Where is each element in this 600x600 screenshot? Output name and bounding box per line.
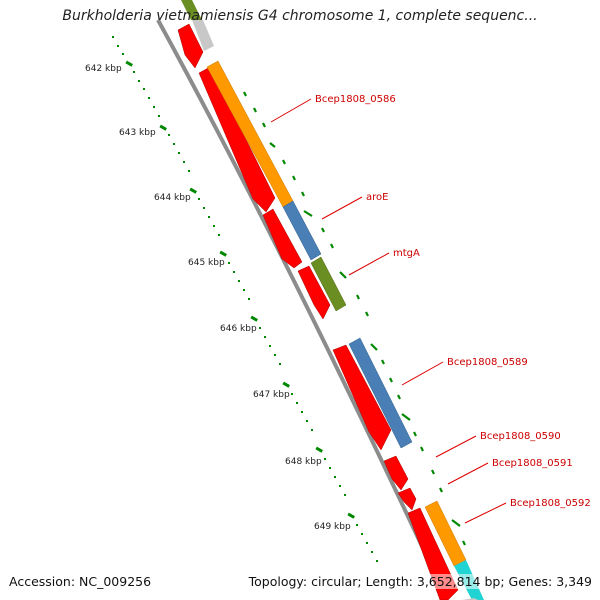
gene-label[interactable]: aroE [366, 192, 388, 203]
scale-label: 648 kbp [285, 457, 322, 467]
scale-labels: 642 kbp 643 kbp 644 kbp 645 kbp 646 kbp … [85, 64, 351, 532]
scale-tick-track [112, 36, 378, 562]
gene-block-gray [192, 20, 214, 51]
gene-label[interactable]: Bcep1808_0591 [492, 458, 573, 469]
scale-label: 646 kbp [220, 324, 257, 334]
gene-arrow [397, 487, 417, 511]
gene-block-green [310, 256, 347, 312]
topology-info: Topology: circular; Length: 3,652,814 bp… [248, 574, 592, 589]
gene-label[interactable]: Bcep1808_0589 [447, 357, 528, 368]
scale-label: 649 kbp [314, 522, 351, 532]
gene-block-blue [348, 337, 413, 449]
gene-arrow [198, 66, 276, 213]
forward-strand-genes [181, 0, 484, 600]
scale-label: 647 kbp [253, 390, 290, 400]
gene-arrow [262, 208, 303, 269]
gene-label[interactable]: Bcep1808_0586 [315, 94, 396, 105]
gene-label[interactable]: Bcep1808_0590 [480, 431, 561, 442]
scale-label: 642 kbp [85, 64, 122, 74]
gene-block-blue [282, 200, 322, 261]
gene-name-labels: Bcep1808_0586 aroE mtgA Bcep1808_0589 Bc… [315, 94, 591, 509]
gene-block-green [181, 0, 202, 20]
accession-info: Accession: NC_009256 [9, 574, 152, 589]
gene-arrow [177, 23, 204, 69]
gene-leaders [270, 98, 507, 524]
gene-arrow [297, 265, 331, 320]
gene-label[interactable]: Bcep1808_0592 [510, 498, 591, 509]
chromosome-backbone [156, 19, 449, 600]
gene-arrow [383, 455, 409, 491]
gene-label[interactable]: mtgA [393, 248, 420, 259]
map-title: Burkholderia vietnamiensis G4 chromosome… [62, 8, 538, 24]
scale-label: 643 kbp [119, 128, 156, 138]
gene-arrow [332, 344, 392, 451]
reverse-strand-genes [177, 23, 459, 600]
scale-label: 644 kbp [154, 193, 191, 203]
scale-label: 645 kbp [188, 258, 225, 268]
outer-tick-track [243, 91, 466, 546]
